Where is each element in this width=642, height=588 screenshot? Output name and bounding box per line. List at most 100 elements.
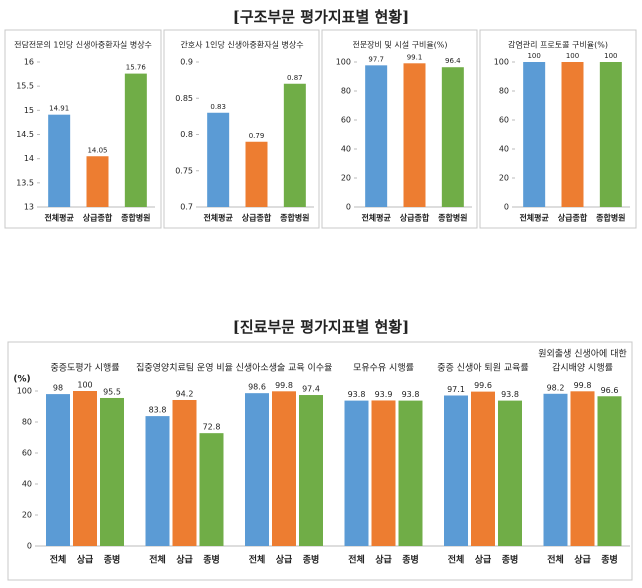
bar <box>365 65 388 208</box>
value-label: 100 <box>527 52 540 60</box>
bar <box>73 391 97 546</box>
bar <box>100 397 124 546</box>
y-tick-label: 60 <box>341 116 351 125</box>
value-label: 96.6 <box>601 386 619 395</box>
panel-title: 중증도평가 시행률 <box>50 362 119 374</box>
x-tick-label: 전체 <box>149 554 166 566</box>
value-label: 99.6 <box>474 381 492 390</box>
y-tick-label: 16 <box>24 58 34 67</box>
y-tick-label: 15.5 <box>16 82 34 91</box>
panel-title: 감시배양 시행률 <box>552 362 613 374</box>
bar <box>523 62 546 207</box>
x-tick-label: 전체 <box>547 554 564 566</box>
bar <box>570 391 595 546</box>
x-tick-label: 상급 <box>77 554 94 566</box>
x-tick-label: 종병 <box>601 554 618 566</box>
y-tick-label: 13 <box>24 203 34 212</box>
value-label: 15.76 <box>126 64 147 72</box>
x-tick-label: 전체평균 <box>44 213 74 223</box>
bar <box>561 62 584 207</box>
y-tick-label: 40 <box>341 145 351 154</box>
y-tick-label: 60 <box>499 116 509 125</box>
value-label: 94.2 <box>176 389 194 398</box>
y-tick-label: 20 <box>22 511 32 520</box>
bar <box>245 141 268 207</box>
x-tick-label: 전체 <box>448 554 465 566</box>
y-tick-label: 80 <box>341 87 351 96</box>
y-tick-label: 0.7 <box>180 203 193 212</box>
bar <box>599 62 622 207</box>
y-tick-label: 14.5 <box>16 130 34 139</box>
bar <box>398 400 423 546</box>
value-label: 97.4 <box>302 385 320 394</box>
value-label: 14.91 <box>49 105 69 113</box>
y-tick-label: 0 <box>504 203 509 212</box>
x-tick-label: 전체평균 <box>203 213 233 223</box>
bar <box>299 395 323 546</box>
section-heading: [구조부문 평가지표별 현황] <box>233 8 409 26</box>
value-label: 93.8 <box>402 390 420 399</box>
value-label: 98.6 <box>248 383 266 392</box>
y-tick-label: 0.9 <box>180 58 193 67</box>
bar <box>344 400 369 546</box>
bar <box>145 416 170 546</box>
x-tick-label: 상급종합 <box>83 213 113 223</box>
value-label: 99.8 <box>275 381 293 390</box>
chart-title: 간호사 1인당 신생아중환자실 병상수 <box>180 40 303 50</box>
value-label: 97.7 <box>368 55 384 63</box>
value-label: 100 <box>566 52 579 60</box>
x-tick-label: 전체 <box>249 554 266 566</box>
x-tick-label: 종병 <box>303 554 320 566</box>
x-tick-label: 종병 <box>502 554 519 566</box>
chart-title: 전문장비 및 시설 구비율(%) <box>352 40 447 50</box>
bar <box>371 400 396 546</box>
value-label: 14.05 <box>87 146 107 154</box>
x-tick-label: 종병 <box>203 554 220 566</box>
value-label: 83.8 <box>149 406 167 415</box>
bar <box>403 63 426 208</box>
y-tick-label: 20 <box>499 174 509 183</box>
x-tick-label: 상급 <box>276 554 293 566</box>
x-tick-label: 상급 <box>375 554 392 566</box>
panel-title: 원외출생 신생아에 대한 <box>538 348 627 360</box>
y-tick-label: 100 <box>17 387 32 396</box>
y-tick-label: 40 <box>499 145 509 154</box>
y-tick-label: 13.5 <box>16 178 34 187</box>
value-label: 72.8 <box>203 423 221 432</box>
value-label: 95.5 <box>103 387 121 396</box>
panel-title: 중증 신생아 퇴원 교육률 <box>437 363 528 374</box>
chart-title: 전담전문의 1인당 신생아중환자실 병상수 <box>14 40 152 50</box>
value-label: 93.8 <box>348 390 366 399</box>
y-tick-label: 0 <box>27 542 32 551</box>
bar <box>283 83 306 207</box>
value-label: 100 <box>604 52 617 60</box>
y-tick-label: 15 <box>24 106 34 115</box>
x-tick-label: 상급 <box>475 554 492 566</box>
bar <box>172 399 197 546</box>
bar <box>441 67 464 207</box>
section-heading: [진료부문 평가지표별 현황] <box>233 318 409 336</box>
x-tick-label: 종합병원 <box>121 213 150 223</box>
y-tick-label: 60 <box>22 449 32 458</box>
y-axis-label: (%) <box>13 375 30 385</box>
bar <box>543 393 568 546</box>
value-label: 93.9 <box>375 390 393 399</box>
value-label: 97.1 <box>447 385 465 394</box>
bar <box>46 394 70 546</box>
value-label: 96.4 <box>445 57 461 65</box>
bar <box>199 433 224 546</box>
panel-title: 집중영양치료팀 운영 비율 <box>136 362 233 374</box>
x-tick-label: 종합병원 <box>280 213 309 223</box>
bar <box>272 391 296 546</box>
value-label: 0.83 <box>210 103 226 111</box>
value-label: 99.8 <box>574 381 592 390</box>
panel-title: 신생아소생술 교육 이수율 <box>236 363 333 374</box>
value-label: 98.2 <box>547 383 565 392</box>
y-tick-label: 100 <box>494 58 509 67</box>
bar <box>207 112 230 207</box>
x-tick-label: 상급 <box>176 554 193 566</box>
value-label: 0.79 <box>249 132 265 140</box>
x-tick-label: 전체평균 <box>519 213 549 223</box>
x-tick-label: 종병 <box>104 554 121 566</box>
bar <box>245 393 269 546</box>
